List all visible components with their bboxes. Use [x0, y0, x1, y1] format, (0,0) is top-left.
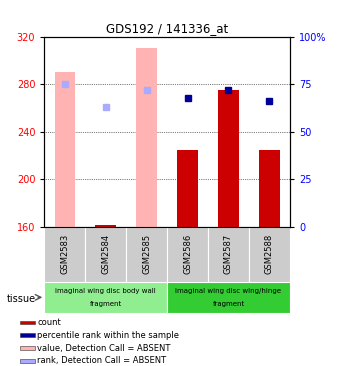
Bar — [20, 333, 35, 337]
Text: value, Detection Call = ABSENT: value, Detection Call = ABSENT — [37, 344, 170, 352]
Bar — [167, 227, 208, 282]
Bar — [126, 227, 167, 282]
Bar — [259, 150, 280, 227]
Bar — [167, 282, 290, 313]
Bar — [208, 227, 249, 282]
Bar — [44, 282, 167, 313]
Bar — [20, 346, 35, 350]
Bar — [55, 72, 75, 227]
Text: imaginal wing disc wing/hinge: imaginal wing disc wing/hinge — [176, 288, 281, 294]
Text: imaginal wing disc body wall: imaginal wing disc body wall — [55, 288, 156, 294]
Text: GSM2588: GSM2588 — [265, 234, 274, 274]
Bar — [44, 227, 85, 282]
Text: GSM2583: GSM2583 — [60, 234, 69, 274]
Text: GSM2586: GSM2586 — [183, 234, 192, 274]
Bar — [249, 227, 290, 282]
Bar — [218, 90, 239, 227]
Title: GDS192 / 141336_at: GDS192 / 141336_at — [106, 22, 228, 36]
Text: fragment: fragment — [212, 301, 244, 307]
Bar — [85, 227, 126, 282]
Text: count: count — [37, 318, 61, 327]
Bar — [20, 321, 35, 324]
Text: GSM2585: GSM2585 — [142, 234, 151, 274]
Text: GSM2587: GSM2587 — [224, 234, 233, 274]
Text: fragment: fragment — [90, 301, 122, 307]
Text: GSM2584: GSM2584 — [101, 234, 110, 274]
Bar — [177, 150, 198, 227]
Bar — [136, 48, 157, 227]
Text: tissue: tissue — [7, 294, 36, 304]
Text: percentile rank within the sample: percentile rank within the sample — [37, 331, 179, 340]
Text: rank, Detection Call = ABSENT: rank, Detection Call = ABSENT — [37, 356, 166, 365]
Bar — [95, 224, 116, 227]
Bar — [20, 359, 35, 363]
